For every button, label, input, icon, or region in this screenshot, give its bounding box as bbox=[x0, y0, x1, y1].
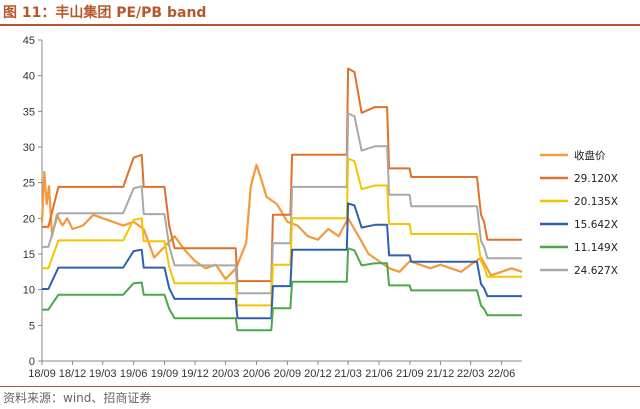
y-tick-label: 20 bbox=[23, 213, 35, 225]
y-tick-label: 15 bbox=[23, 249, 35, 261]
legend-label: 11.149X bbox=[574, 242, 618, 254]
y-tick-label: 35 bbox=[23, 106, 35, 118]
x-tick-label: 21/09 bbox=[396, 368, 424, 380]
y-tick-label: 30 bbox=[23, 142, 35, 154]
x-tick-label: 22/03 bbox=[457, 368, 485, 380]
x-tick-label: 20/03 bbox=[212, 368, 240, 380]
x-tick-label: 20/12 bbox=[304, 368, 332, 380]
x-tick-label: 19/12 bbox=[181, 368, 209, 380]
series-line-29.120X bbox=[42, 67, 522, 283]
source-divider bbox=[0, 386, 640, 387]
legend-label: 20.135X bbox=[574, 196, 618, 208]
x-tick-label: 18/12 bbox=[59, 368, 87, 380]
x-tick-label: 21/06 bbox=[365, 368, 393, 380]
figure-title: 图 11：丰山集团 PE/PB band bbox=[3, 5, 207, 21]
legend-label: 24.627X bbox=[574, 265, 618, 277]
title-divider bbox=[0, 24, 640, 26]
y-tick-label: 10 bbox=[23, 285, 35, 297]
y-tick-label: 5 bbox=[29, 320, 35, 332]
x-tick-label: 20/09 bbox=[274, 368, 302, 380]
x-tick-label: 21/03 bbox=[334, 368, 362, 380]
legend-label: 收盘价 bbox=[574, 149, 606, 162]
x-tick-label: 18/09 bbox=[28, 368, 56, 380]
y-tick-label: 45 bbox=[23, 35, 35, 47]
series-line-收盘价 bbox=[40, 163, 523, 281]
series-line-15.642X bbox=[42, 202, 522, 320]
x-tick-label: 22/06 bbox=[488, 368, 516, 380]
x-tick-label: 19/03 bbox=[89, 368, 117, 380]
y-tick-label: 0 bbox=[29, 356, 35, 368]
y-tick-label: 25 bbox=[23, 178, 35, 190]
series-line-24.627X bbox=[42, 112, 522, 295]
x-tick-label: 20/06 bbox=[243, 368, 271, 380]
x-tick-label: 19/06 bbox=[120, 368, 148, 380]
source-note: 资料来源：wind、招商证券 bbox=[3, 391, 152, 405]
y-tick-label: 40 bbox=[23, 71, 35, 83]
x-tick-label: 19/09 bbox=[151, 368, 179, 380]
series-line-20.135X bbox=[42, 157, 522, 307]
series-line-11.149X bbox=[42, 247, 522, 332]
x-tick-label: 21/12 bbox=[427, 368, 455, 380]
legend-label: 29.120X bbox=[574, 173, 618, 185]
legend-label: 15.642X bbox=[574, 219, 618, 231]
